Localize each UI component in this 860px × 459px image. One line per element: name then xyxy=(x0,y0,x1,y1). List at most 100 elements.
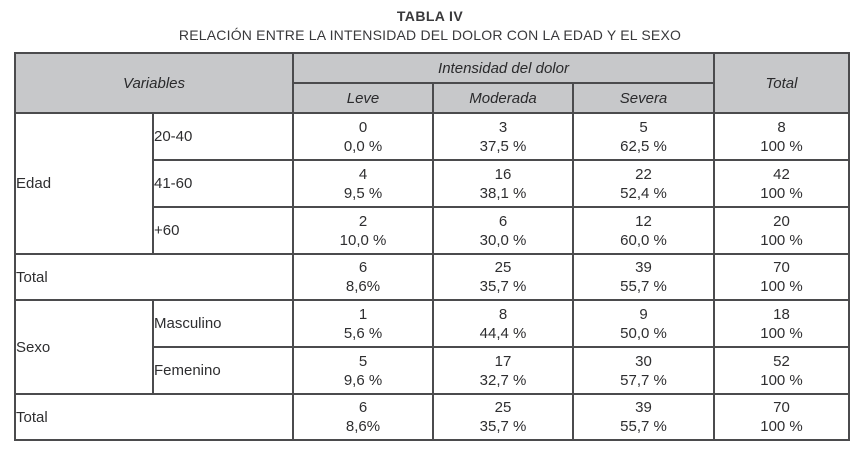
cell-total: 8 100 % xyxy=(713,112,851,161)
pct-value: 38,1 % xyxy=(479,184,527,202)
count-value: 0 xyxy=(358,118,368,136)
count-value: 8 xyxy=(777,118,786,136)
cell-values: 42 100 % xyxy=(716,165,847,203)
cell-values: 25 35,7 % xyxy=(435,258,571,296)
cell-values: 22 52,4 % xyxy=(575,165,712,203)
row-sexo-femenino: Femenino 5 9,6 % 17 32,7 % 30 57,7 % xyxy=(15,346,851,395)
pct-value: 100 % xyxy=(760,371,803,389)
count-value: 6 xyxy=(358,399,368,416)
pct-value: 57,7 % xyxy=(620,371,667,389)
pct-value: 35,7 % xyxy=(479,278,527,295)
pct-value: 100 % xyxy=(760,418,803,435)
pct-value: 55,7 % xyxy=(620,278,667,295)
count-value: 5 xyxy=(639,118,648,136)
pct-value: 44,4 % xyxy=(479,324,527,342)
cell-values: 6 30,0 % xyxy=(435,212,571,250)
header-variables: Variables xyxy=(13,52,295,114)
cell-leve: 2 10,0 % xyxy=(292,206,435,255)
row-edad-41-60: 41-60 4 9,5 % 16 38,1 % 22 52,4 % xyxy=(15,159,851,208)
cell-leve: 4 9,5 % xyxy=(292,159,435,208)
group-label-edad: Edad xyxy=(14,112,154,255)
pct-value: 100 % xyxy=(760,278,803,295)
cell-values: 8 100 % xyxy=(716,118,847,156)
cell-values: 16 38,1 % xyxy=(435,165,571,203)
cell-moderada: 25 35,7 % xyxy=(432,253,575,301)
row-total-edad: Total 6 8,6% 25 35,7 % 39 55,7 % xyxy=(13,253,851,301)
cell-moderada: 6 30,0 % xyxy=(432,206,575,255)
row-edad-20-40: Edad 20-40 0 0,0 % 3 37,5 % 5 62,5 % xyxy=(14,112,851,255)
header-moderada: Moderada xyxy=(432,82,575,114)
pct-value: 55,7 % xyxy=(620,418,667,435)
cell-moderada: 16 38,1 % xyxy=(432,159,575,208)
cell-values: 18 100 % xyxy=(716,305,847,343)
pct-value: 9,6 % xyxy=(343,371,383,389)
cell-total: 18 100 % xyxy=(713,299,851,348)
pct-value: 37,5 % xyxy=(479,137,527,155)
cell-values: 52 100 % xyxy=(716,352,847,390)
cell-leve: 1 5,6 % xyxy=(292,299,435,348)
cell-leve: 0 0,0 % xyxy=(292,112,435,161)
count-value: 18 xyxy=(773,305,790,323)
cell-values: 0 0,0 % xyxy=(295,118,431,156)
cell-values: 39 55,7 % xyxy=(575,398,712,436)
count-value: 12 xyxy=(635,212,652,230)
header-severa: Severa xyxy=(572,82,716,114)
row-label-20-40: 20-40 xyxy=(151,112,295,161)
cell-total: 70 100 % xyxy=(713,393,851,441)
count-value: 52 xyxy=(773,352,790,370)
cell-values: 8 44,4 % xyxy=(435,305,571,343)
cell-values: 39 55,7 % xyxy=(575,258,712,296)
cell-values: 70 100 % xyxy=(716,258,847,296)
cell-leve: 5 9,6 % xyxy=(292,346,435,395)
cell-values: 5 9,6 % xyxy=(295,352,431,390)
count-value: 22 xyxy=(635,165,652,183)
count-value: 70 xyxy=(773,259,790,276)
cell-values: 17 32,7 % xyxy=(435,352,571,390)
cell-values: 4 9,5 % xyxy=(295,165,431,203)
cell-values: 30 57,7 % xyxy=(575,352,712,390)
page-title: TABLA IV xyxy=(396,8,464,24)
cell-severa: 39 55,7 % xyxy=(572,393,716,441)
pct-value: 10,0 % xyxy=(339,231,387,249)
pct-value: 52,4 % xyxy=(620,184,667,202)
count-value: 1 xyxy=(358,305,368,323)
header-row-2: Leve Moderada Severa xyxy=(15,82,849,114)
cell-values: 2 10,0 % xyxy=(295,212,431,250)
count-value: 4 xyxy=(358,165,368,183)
cell-values: 12 60,0 % xyxy=(575,212,712,250)
cell-leve: 6 8,6% xyxy=(292,393,435,441)
cell-values: 6 8,6% xyxy=(295,258,431,296)
total-label: Total xyxy=(13,253,295,301)
count-value: 6 xyxy=(358,259,368,276)
cell-severa: 22 52,4 % xyxy=(572,159,716,208)
cell-leve: 6 8,6% xyxy=(292,253,435,301)
count-value: 70 xyxy=(773,399,790,416)
pct-value: 62,5 % xyxy=(620,137,667,155)
cell-moderada: 25 35,7 % xyxy=(432,393,575,441)
cell-severa: 12 60,0 % xyxy=(572,206,716,255)
cell-severa: 30 57,7 % xyxy=(572,346,716,395)
count-value: 8 xyxy=(498,305,508,323)
row-sexo-masculino: Sexo Masculino 1 5,6 % 8 44,4 % 9 50,0 % xyxy=(14,299,851,395)
count-value: 6 xyxy=(498,212,508,230)
pct-value: 8,6% xyxy=(345,278,381,295)
pct-value: 8,6% xyxy=(345,418,381,435)
header-total: Total xyxy=(713,52,851,114)
row-total-sexo: Total 6 8,6% 25 35,7 % 39 55,7 % xyxy=(13,393,851,441)
header-intensidad-del-dolor: Intensidad del dolor xyxy=(292,52,716,84)
total-label: Total xyxy=(13,393,295,441)
pct-value: 9,5 % xyxy=(343,184,383,202)
data-table: Variables Intensidad del dolor Total Lev… xyxy=(13,52,851,441)
cell-total: 20 100 % xyxy=(713,206,851,255)
cell-values: 20 100 % xyxy=(716,212,847,250)
cell-values: 9 50,0 % xyxy=(575,305,712,343)
cell-moderada: 3 37,5 % xyxy=(432,112,575,161)
cell-values: 25 35,7 % xyxy=(435,398,571,436)
pct-value: 100 % xyxy=(760,184,803,202)
header-leve: Leve xyxy=(292,82,435,114)
count-value: 39 xyxy=(635,259,652,276)
cell-values: 3 37,5 % xyxy=(435,118,571,156)
cell-severa: 39 55,7 % xyxy=(572,253,716,301)
cell-total: 52 100 % xyxy=(713,346,851,395)
